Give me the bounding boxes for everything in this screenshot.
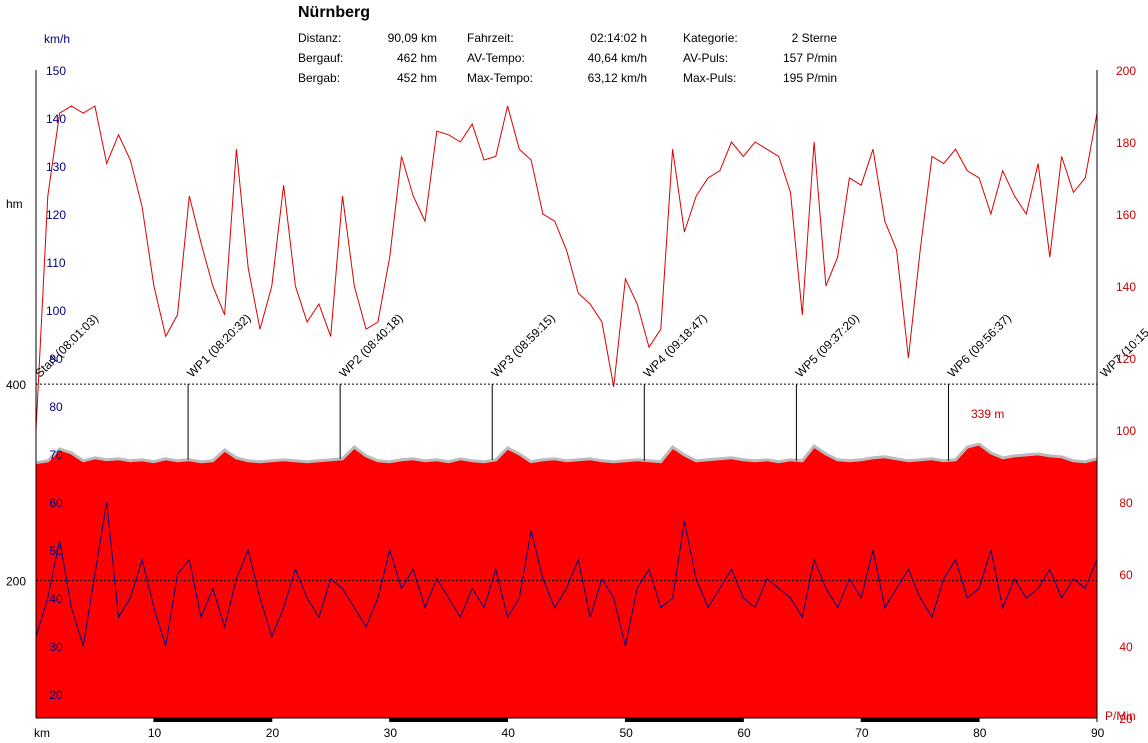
waypoint-label: Start (08:01:03) — [32, 311, 101, 380]
stat-value: 462 hm — [396, 51, 437, 65]
stat-value: 63,12 km/h — [587, 71, 647, 85]
stat-value: 90,09 km — [387, 31, 437, 45]
pulse-tick-label: 60 — [1119, 568, 1133, 582]
stat-label: Bergab: — [298, 71, 341, 85]
chart-title: Nürnberg — [298, 4, 370, 21]
x-tick-label: 70 — [855, 726, 869, 740]
pulse-tick-label: 20 — [1119, 712, 1133, 726]
x-axis-label: km — [34, 726, 50, 740]
x-axis-band — [625, 718, 744, 722]
speed-tick-label: 20 — [49, 688, 63, 702]
elevation-tick-label: 200 — [6, 575, 26, 589]
speed-axis-label: km/h — [44, 32, 70, 46]
waypoint-label: WP6 (09:56:37) — [945, 311, 1014, 380]
pulse-tick-label: 120 — [1116, 352, 1136, 366]
stat-label: AV-Tempo: — [467, 51, 525, 65]
x-tick-label: 90 — [1091, 726, 1105, 740]
stat-label: Fahrzeit: — [467, 31, 514, 45]
speed-tick-label: 130 — [46, 160, 66, 174]
stat-label: Kategorie: — [683, 31, 738, 45]
pulse-axis-label: P/Min — [1105, 709, 1136, 723]
waypoint-label: WP3 (08:59:15) — [488, 311, 557, 380]
elevation-outline — [35, 442, 1098, 465]
speed-tick-label: 110 — [46, 256, 65, 270]
x-tick-label: 60 — [737, 726, 751, 740]
speed-tick-label: 100 — [46, 304, 66, 318]
speed-tick-label: 40 — [49, 592, 63, 606]
x-tick-label: 30 — [384, 726, 398, 740]
speed-tick-label: 60 — [49, 496, 63, 510]
pulse-tick-label: 140 — [1116, 280, 1136, 294]
stat-label: Max-Tempo: — [467, 71, 534, 85]
stat-value: 02:14:02 h — [590, 31, 647, 45]
speed-tick-label: 90 — [49, 352, 63, 366]
pulse-line — [35, 105, 1098, 431]
waypoint-label: WP4 (09:18:47) — [641, 311, 710, 380]
stat-label: Max-Puls: — [683, 71, 737, 85]
stat-value: 452 hm — [396, 71, 437, 85]
pulse-tick-label: 160 — [1116, 208, 1136, 222]
x-tick-label: 40 — [502, 726, 516, 740]
pulse-tick-label: 180 — [1116, 136, 1136, 150]
speed-tick-label: 150 — [46, 64, 66, 78]
waypoint-label: WP1 (08:20:32) — [184, 311, 253, 380]
x-tick-label: 20 — [266, 726, 280, 740]
elevation-axis-label: hm — [6, 197, 23, 211]
pulse-tick-label: 40 — [1119, 640, 1133, 654]
speed-tick-label: 70 — [49, 448, 63, 462]
speed-tick-label: 140 — [46, 112, 66, 126]
elevation-area — [36, 444, 1097, 718]
stat-value: 40,64 km/h — [587, 51, 647, 65]
speed-tick-label: 80 — [49, 400, 63, 414]
max-elevation-label: 339 m — [971, 407, 1004, 421]
x-axis-band — [153, 718, 272, 722]
speed-line — [35, 501, 1098, 647]
elevation-tick-label: 400 — [6, 378, 26, 392]
waypoint-label: WP5 (09:37:20) — [793, 311, 862, 380]
stat-value: 195 P/min — [782, 71, 837, 85]
stat-label: AV-Puls: — [683, 51, 729, 65]
stat-label: Bergauf: — [298, 51, 344, 65]
x-axis-band — [389, 718, 508, 722]
pulse-tick-label: 200 — [1116, 64, 1136, 78]
pulse-tick-label: 100 — [1116, 424, 1136, 438]
x-tick-label: 50 — [619, 726, 633, 740]
stat-value: 2 Sterne — [791, 31, 837, 45]
stat-value: 157 P/min — [782, 51, 837, 65]
speed-tick-label: 50 — [49, 544, 63, 558]
x-axis-band — [861, 718, 980, 722]
pulse-tick-label: 80 — [1119, 496, 1133, 510]
speed-tick-label: 30 — [49, 640, 63, 654]
stat-label: Distanz: — [298, 31, 342, 45]
speed-tick-label: 120 — [46, 208, 66, 222]
x-tick-label: 10 — [148, 726, 162, 740]
waypoint-label: WP2 (08:40:18) — [336, 311, 405, 380]
x-tick-label: 80 — [973, 726, 987, 740]
